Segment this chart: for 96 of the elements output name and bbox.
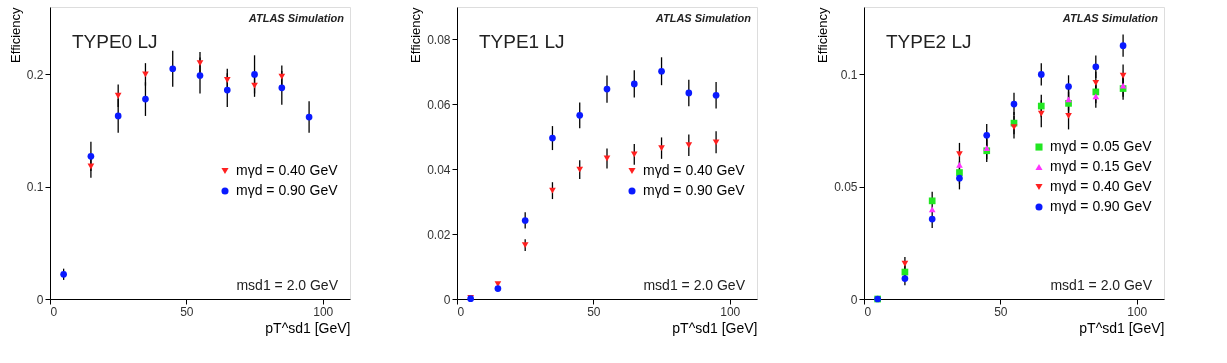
point: [196, 72, 204, 79]
y-tick-label: 0.2: [26, 67, 44, 82]
point: [1119, 42, 1127, 49]
point: [1037, 110, 1045, 117]
legend-label: mγd = 0.40 GeV: [236, 162, 339, 179]
annotation: ATLAS Simulation: [1061, 12, 1159, 24]
point: [576, 112, 584, 119]
point: [658, 67, 665, 75]
point: [114, 112, 122, 120]
legend-label: mγd = 0.15 GeV: [1050, 158, 1153, 175]
point: [956, 162, 963, 168]
x-tick-label: 100: [313, 304, 334, 319]
point: [630, 151, 638, 158]
point: [956, 151, 963, 158]
point: [712, 91, 720, 99]
y-tick-label: 0.1: [840, 67, 858, 82]
text: TYPE0 LJ: [72, 31, 158, 52]
point: [305, 113, 313, 121]
x-axis-title: pT^sd1 [GeV]: [265, 319, 351, 336]
point: [251, 71, 258, 78]
text: TYPE1 LJ: [479, 31, 565, 52]
point: [114, 92, 122, 99]
x-tick-label: 50: [994, 304, 1008, 319]
y-tick-label: 0.1: [26, 180, 44, 195]
point: [1092, 63, 1100, 71]
point: [1037, 102, 1045, 110]
point: [1092, 88, 1100, 96]
y-tick-label: 0.02: [427, 227, 451, 242]
legend-label: mγd = 0.05 GeV: [1050, 138, 1153, 155]
y-axis-title: Efficiency: [7, 7, 23, 63]
x-tick-label: 0: [50, 304, 58, 319]
point: [1092, 93, 1100, 100]
point: [521, 217, 529, 224]
legend-label: mγd = 0.40 GeV: [1050, 178, 1153, 195]
y-tick-label: 0: [36, 292, 44, 307]
annotation: msd1 = 2.0 GeV: [1050, 277, 1153, 293]
point: [1119, 72, 1127, 79]
point: [1092, 80, 1100, 86]
point: [521, 242, 529, 249]
text: TYPE2 LJ: [886, 31, 972, 52]
point: [1037, 71, 1045, 78]
point: [928, 215, 936, 223]
legend-label: mγd = 0.90 GeV: [1050, 198, 1153, 215]
point: [956, 174, 963, 182]
point: [169, 65, 177, 73]
point: [278, 84, 286, 92]
point: [712, 139, 720, 146]
point: [603, 155, 611, 162]
x-axis-title: pT^sd1 [GeV]: [1079, 319, 1165, 336]
point: [983, 131, 991, 139]
point: [1065, 83, 1072, 90]
y-tick-label: 0.04: [427, 162, 451, 177]
point: [1010, 100, 1018, 108]
x-tick-label: 50: [587, 304, 601, 319]
y-tick-label: 0.06: [427, 97, 451, 112]
y-tick-label: 0.05: [834, 180, 858, 195]
x-tick-label: 100: [720, 304, 741, 319]
legend-label: mγd = 0.90 GeV: [643, 182, 746, 199]
y-tick-label: 0.08: [427, 32, 451, 47]
point: [278, 73, 286, 80]
point: [983, 145, 991, 151]
point: [901, 260, 909, 267]
x-axis-title: pT^sd1 [GeV]: [672, 319, 758, 336]
x-tick-label: 100: [1127, 304, 1148, 319]
point: [494, 285, 502, 292]
point: [658, 145, 665, 152]
point: [196, 60, 204, 67]
point: [142, 95, 149, 103]
annotation: ATLAS Simulation: [654, 12, 752, 24]
point: [928, 197, 936, 205]
y-tick-label: 0: [850, 292, 858, 307]
point: [223, 77, 231, 83]
point: [685, 89, 693, 97]
point: [1065, 96, 1072, 103]
y-tick-label: 0: [443, 292, 451, 307]
point: [1065, 113, 1072, 119]
point: [1010, 124, 1018, 131]
annotation: msd1 = 2.0 GeV: [236, 277, 339, 293]
point: [630, 80, 638, 88]
annotation: ATLAS Simulation: [247, 12, 345, 24]
point: [223, 86, 231, 94]
legend-label: mγd = 0.40 GeV: [643, 162, 746, 179]
y-axis-title: Efficiency: [408, 7, 424, 63]
point: [603, 85, 611, 93]
x-tick-label: 50: [180, 304, 194, 319]
point: [685, 142, 693, 149]
x-tick-label: 0: [864, 304, 872, 319]
point: [142, 71, 149, 78]
point: [87, 153, 95, 160]
annotation: msd1 = 2.0 GeV: [643, 277, 746, 293]
y-axis-title: Efficiency: [815, 7, 831, 63]
point: [901, 275, 909, 282]
point: [549, 134, 556, 142]
x-tick-label: 0: [457, 304, 465, 319]
point: [494, 281, 502, 287]
legend-label: mγd = 0.90 GeV: [236, 182, 339, 199]
